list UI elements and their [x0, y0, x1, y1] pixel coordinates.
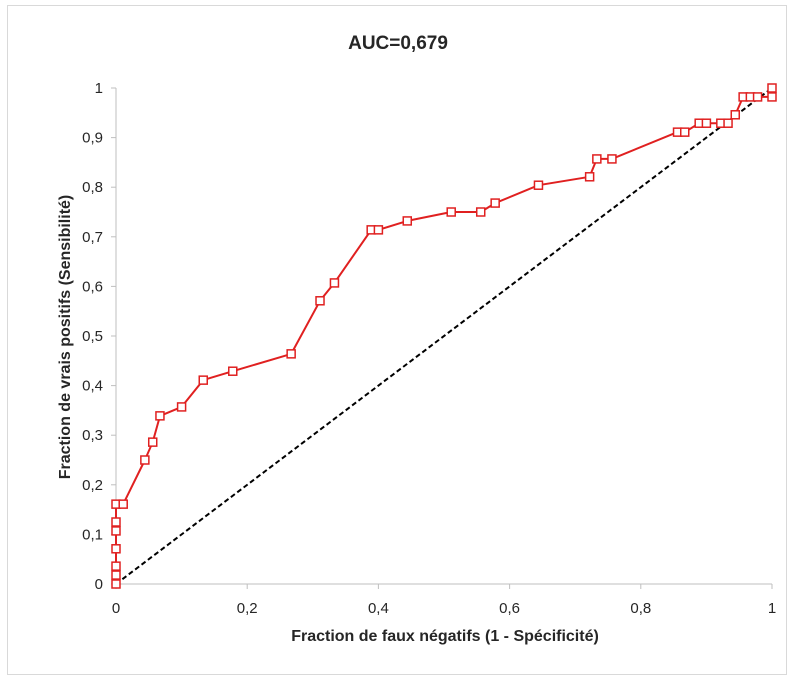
- x-tick-label: 0,2: [237, 600, 258, 617]
- roc-point-marker: [155, 411, 165, 421]
- roc-point-marker: [111, 517, 121, 527]
- chart-frame: [7, 5, 787, 675]
- y-tick-label: 0,1: [82, 526, 103, 543]
- roc-point-marker: [533, 180, 544, 190]
- roc-point-marker: [767, 92, 777, 102]
- roc-point-marker: [329, 278, 340, 288]
- roc-point-marker: [286, 349, 296, 359]
- x-tick-label: 1: [768, 600, 776, 617]
- roc-point-marker: [228, 366, 238, 376]
- roc-point-marker: [730, 110, 741, 120]
- y-tick-label: 0: [95, 576, 103, 593]
- roc-point-marker: [490, 198, 500, 208]
- y-tick-label: 0,6: [82, 278, 103, 295]
- roc-point-marker: [147, 437, 158, 447]
- roc-point-marker: [198, 375, 208, 385]
- reference-diagonal-line: [115, 87, 773, 585]
- y-tick-label: 0,4: [82, 378, 103, 395]
- roc-point-marker: [111, 561, 121, 571]
- roc-point-marker: [140, 455, 150, 465]
- roc-point-marker: [111, 579, 121, 589]
- roc-point-marker: [111, 570, 121, 580]
- roc-point-marker: [701, 118, 712, 128]
- y-tick-label: 0,3: [82, 427, 103, 444]
- roc-point-marker: [767, 83, 777, 93]
- y-tick-label: 0,5: [82, 328, 103, 345]
- y-tick-label: 0,8: [82, 179, 103, 196]
- roc-point-marker: [592, 154, 602, 164]
- roc-point-marker: [607, 154, 617, 164]
- roc-point-marker: [584, 172, 595, 182]
- roc-point-marker: [752, 92, 763, 102]
- roc-point-marker: [315, 296, 325, 306]
- roc-point-marker: [402, 216, 413, 226]
- chart-title: AUC=0,679: [348, 33, 448, 54]
- x-tick-label: 0,6: [499, 600, 520, 617]
- roc-point-marker: [446, 207, 456, 217]
- roc-point-marker: [118, 499, 128, 509]
- y-tick-label: 0,9: [82, 130, 103, 147]
- roc-point-marker: [723, 118, 733, 128]
- roc-point-marker: [111, 544, 121, 554]
- x-axis-label: Fraction de faux négatifs (1 - Spécifici…: [291, 628, 599, 645]
- roc-point-marker: [111, 526, 121, 536]
- y-tick-label: 0,2: [82, 477, 103, 494]
- x-tick-label: 0,8: [630, 600, 651, 617]
- y-tick-label: 0,7: [82, 229, 103, 246]
- roc-point-marker: [176, 402, 187, 412]
- roc-point-marker: [475, 207, 486, 217]
- roc-point-marker: [680, 127, 690, 137]
- y-tick-label: 1: [95, 80, 103, 97]
- roc-point-marker: [373, 225, 384, 235]
- x-tick-label: 0: [112, 600, 120, 617]
- x-tick-label: 0,4: [368, 600, 389, 617]
